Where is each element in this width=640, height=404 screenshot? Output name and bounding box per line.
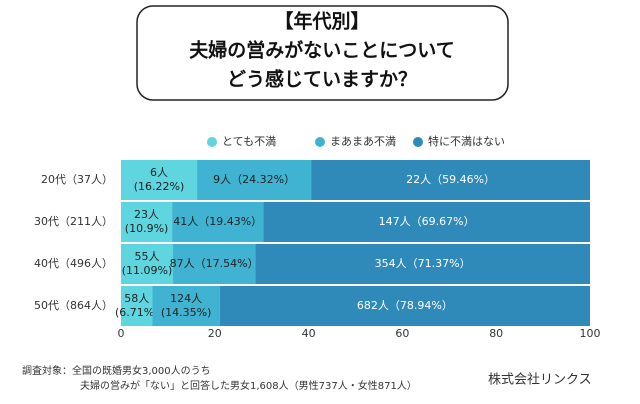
- value-label: 6人: [150, 166, 168, 179]
- bar-segment: [263, 202, 590, 242]
- bar-segment: [152, 286, 220, 326]
- bar-segment: [219, 286, 590, 326]
- legend-marker: [413, 137, 423, 147]
- bar-segment: [173, 244, 256, 284]
- chart-title: 【年代別】: [274, 10, 369, 33]
- x-tick-label: 60: [395, 327, 409, 340]
- value-label: 354人（71.37%）: [375, 257, 471, 270]
- value-label: 682人（78.94%）: [357, 299, 453, 312]
- value-label: 124人: [170, 292, 202, 305]
- value-label: 22人（59.46%）: [406, 173, 495, 186]
- y-tick-label: 40代（496人）: [34, 257, 113, 270]
- bar-segment: [255, 244, 590, 284]
- value-label: (6.71%): [115, 306, 159, 319]
- y-tick-label: 50代（864人）: [34, 299, 113, 312]
- legend-marker: [207, 137, 217, 147]
- x-tick-label: 0: [118, 327, 125, 340]
- footnote: 調査対象：全国の既婚男女3,000人のうち: [22, 364, 211, 377]
- x-tick-label: 100: [580, 327, 601, 340]
- bar-segment: [121, 244, 174, 284]
- value-label: 147人（69.67%）: [379, 215, 475, 228]
- y-tick-label: 20代（37人）: [41, 173, 113, 186]
- legend-marker: [315, 137, 325, 147]
- x-tick-label: 20: [208, 327, 222, 340]
- bar-segment: [311, 160, 590, 200]
- bar-segment: [197, 160, 312, 200]
- bar-segment: [172, 202, 264, 242]
- legend-label: まあまあ不満: [330, 135, 396, 148]
- title-box: [136, 5, 509, 101]
- value-label: (10.9%): [125, 222, 169, 235]
- bar-segment: [121, 286, 153, 326]
- value-label: 87人（17.54%）: [170, 257, 259, 270]
- bar-segment: [121, 202, 173, 242]
- value-label: 9人（24.32%）: [213, 173, 295, 186]
- chart-title: どう感じていますか？: [227, 68, 417, 91]
- value-label: 58人: [124, 292, 149, 305]
- chart-title: 夫婦の営みがないことについて: [189, 39, 454, 62]
- value-label: 55人: [135, 250, 160, 263]
- y-tick-label: 30代（211人）: [34, 215, 113, 228]
- legend-label: 特に不満はない: [428, 134, 505, 148]
- value-label: (14.35%): [161, 306, 212, 319]
- value-label: (16.22%): [134, 180, 185, 193]
- value-label: 23人: [134, 208, 159, 221]
- source: 株式会社リンクス: [488, 372, 592, 388]
- value-label: (11.09%): [122, 264, 173, 277]
- footnote: 夫婦の営みが「ない」と回答した男女1,608人（男性737人・女性871人）: [80, 379, 417, 392]
- bar-segment: [121, 160, 198, 200]
- x-tick-label: 80: [489, 327, 503, 340]
- x-tick-label: 40: [302, 327, 316, 340]
- legend-label: とても不満: [222, 135, 276, 148]
- value-label: 41人（19.43%）: [173, 215, 262, 228]
